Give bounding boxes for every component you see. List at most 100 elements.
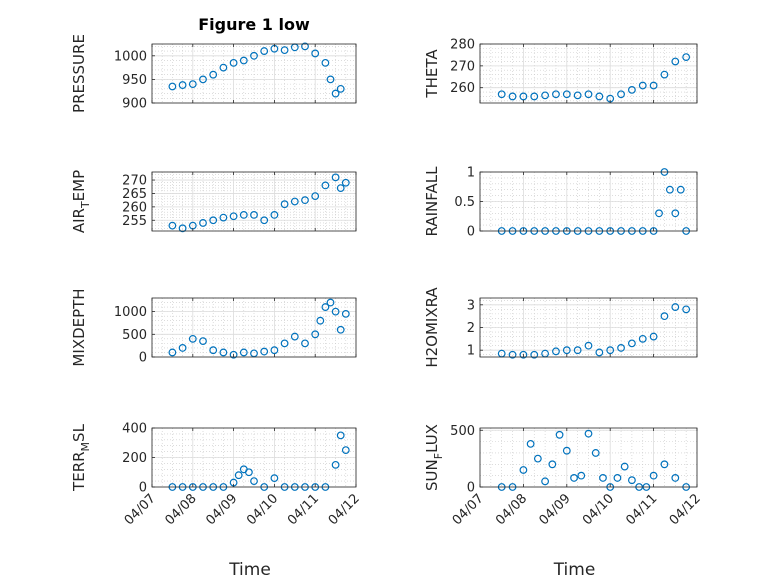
h2omixra-point xyxy=(508,350,517,359)
sun_flux-point xyxy=(620,462,629,471)
terr_msl-x-tick-label: 04/12 xyxy=(326,491,363,528)
terr_msl-x-tick-label: 04/11 xyxy=(285,491,322,528)
theta-y-tick-label: 260 xyxy=(450,81,475,96)
air_temp-y-tick-label: 270 xyxy=(122,174,147,189)
mixdepth-y-tick-label: 0 xyxy=(139,351,147,366)
air_temp-point xyxy=(219,213,228,222)
h2omixra-grid xyxy=(479,298,698,357)
pressure-point xyxy=(239,56,248,65)
sun_flux-point xyxy=(628,476,636,485)
air_temp-y-axis-label: AIRTEMP xyxy=(70,170,92,233)
theta-point xyxy=(530,92,539,101)
air_temp-point xyxy=(260,216,269,225)
mixdepth-y-axis-label: MIXDEPTH xyxy=(70,288,88,366)
pressure-y-tick-label: 900 xyxy=(122,97,147,112)
mixdepth-point xyxy=(301,339,309,348)
air_temp-y-tick-label: 265 xyxy=(122,187,147,202)
sun_flux-y-tick-label: 500 xyxy=(450,424,475,439)
theta-point xyxy=(573,91,582,100)
sun_flux-point xyxy=(533,454,542,463)
mixdepth-point xyxy=(316,316,325,325)
rainfall-y-tick-label: 0 xyxy=(467,225,475,240)
rainfall-point xyxy=(665,185,674,194)
theta-point xyxy=(584,90,593,99)
air_temp-point xyxy=(209,216,218,225)
h2omixra-y-tick-label: 1 xyxy=(467,344,475,359)
pressure-point xyxy=(331,89,340,98)
pressure-point xyxy=(311,49,320,58)
theta-point xyxy=(628,85,636,94)
air_temp-y-tick-label: 260 xyxy=(122,200,147,215)
h2omixra-y-tick-label: 3 xyxy=(467,298,475,313)
air_temp-point xyxy=(331,173,340,182)
theta-y-axis-label: THETA xyxy=(423,49,441,99)
theta-axes-box xyxy=(479,43,698,104)
theta-series xyxy=(497,53,691,103)
mixdepth-point xyxy=(168,348,177,357)
pressure-y-tick-label: 1000 xyxy=(114,49,147,64)
mixdepth-panel: 0 500 1000 MIXDEPTH xyxy=(70,288,357,367)
mixdepth-point xyxy=(239,348,248,357)
h2omixra-point xyxy=(584,341,593,350)
terr_msl-y-tick-label: 0 xyxy=(139,481,147,496)
pressure-axes-box xyxy=(151,43,357,104)
theta-point xyxy=(508,92,517,101)
h2omixra-y-axis-label: H2OMIXRA xyxy=(423,287,441,368)
pressure-point xyxy=(178,81,187,89)
sun_flux-panel: 04/07 04/08 04/09 04/10 04/11 04/12 0 500 SUNFLU… xyxy=(423,424,704,580)
air_temp-axes-box xyxy=(151,171,357,232)
air_temp-series xyxy=(168,173,350,233)
sun_flux-x-tick-label: 04/11 xyxy=(623,491,660,528)
terr_msl-y-tick-label: 200 xyxy=(122,451,147,466)
air_temp-point xyxy=(239,211,248,219)
air_temp-point xyxy=(199,219,207,227)
air_temp-point xyxy=(250,211,258,219)
h2omixra-point xyxy=(573,346,582,355)
air_temp-point xyxy=(341,178,350,187)
figure-title: Figure 1 low xyxy=(198,15,310,34)
terr_msl-point xyxy=(244,468,253,477)
pressure-y-tick-label: 950 xyxy=(122,73,147,88)
mixdepth-point xyxy=(290,332,299,341)
theta-y-tick-label: 270 xyxy=(450,59,475,74)
sun_flux-point xyxy=(555,430,564,439)
mixdepth-point xyxy=(199,337,207,346)
sun_flux-point xyxy=(660,460,669,469)
h2omixra-point xyxy=(649,332,658,341)
mixdepth-point xyxy=(209,346,218,355)
theta-point xyxy=(552,90,560,99)
terr_msl-y-axis-label: TERRMSL xyxy=(70,423,92,492)
rainfall-point xyxy=(655,209,663,218)
h2omixra-point xyxy=(617,344,625,352)
sun_flux-point xyxy=(570,474,578,482)
rainfall-y-tick-label: 0.5 xyxy=(454,195,475,210)
pressure-point xyxy=(321,58,330,67)
mixdepth-point xyxy=(311,330,320,339)
theta-y-tick-label: 280 xyxy=(450,38,475,53)
h2omixra-point xyxy=(638,334,647,343)
mixdepth-point xyxy=(219,348,228,357)
pressure-point xyxy=(168,82,177,91)
sun_flux-point xyxy=(599,474,607,482)
mixdepth-point xyxy=(341,309,350,318)
h2omixra-panel: 1 2 3 H2OMIXRA xyxy=(423,287,698,368)
sun_flux-point xyxy=(584,429,593,438)
air_temp-point xyxy=(270,211,279,219)
terr_msl-point xyxy=(250,477,258,486)
terr_msl-point xyxy=(341,446,350,455)
pressure-point xyxy=(229,58,238,67)
theta-point xyxy=(541,91,549,100)
h2omixra-point xyxy=(530,350,539,359)
h2omixra-point xyxy=(552,347,560,356)
pressure-point xyxy=(326,75,335,84)
mixdepth-point xyxy=(326,298,335,307)
rainfall-point xyxy=(671,209,680,218)
sun_flux-y-tick-label: 0 xyxy=(467,481,475,496)
mixdepth-y-tick-label: 1000 xyxy=(114,305,147,320)
sun_flux-point xyxy=(562,446,571,455)
sun_flux-x-axis-label: Time xyxy=(553,560,596,580)
h2omixra-point xyxy=(595,348,604,357)
theta-point xyxy=(671,57,680,66)
